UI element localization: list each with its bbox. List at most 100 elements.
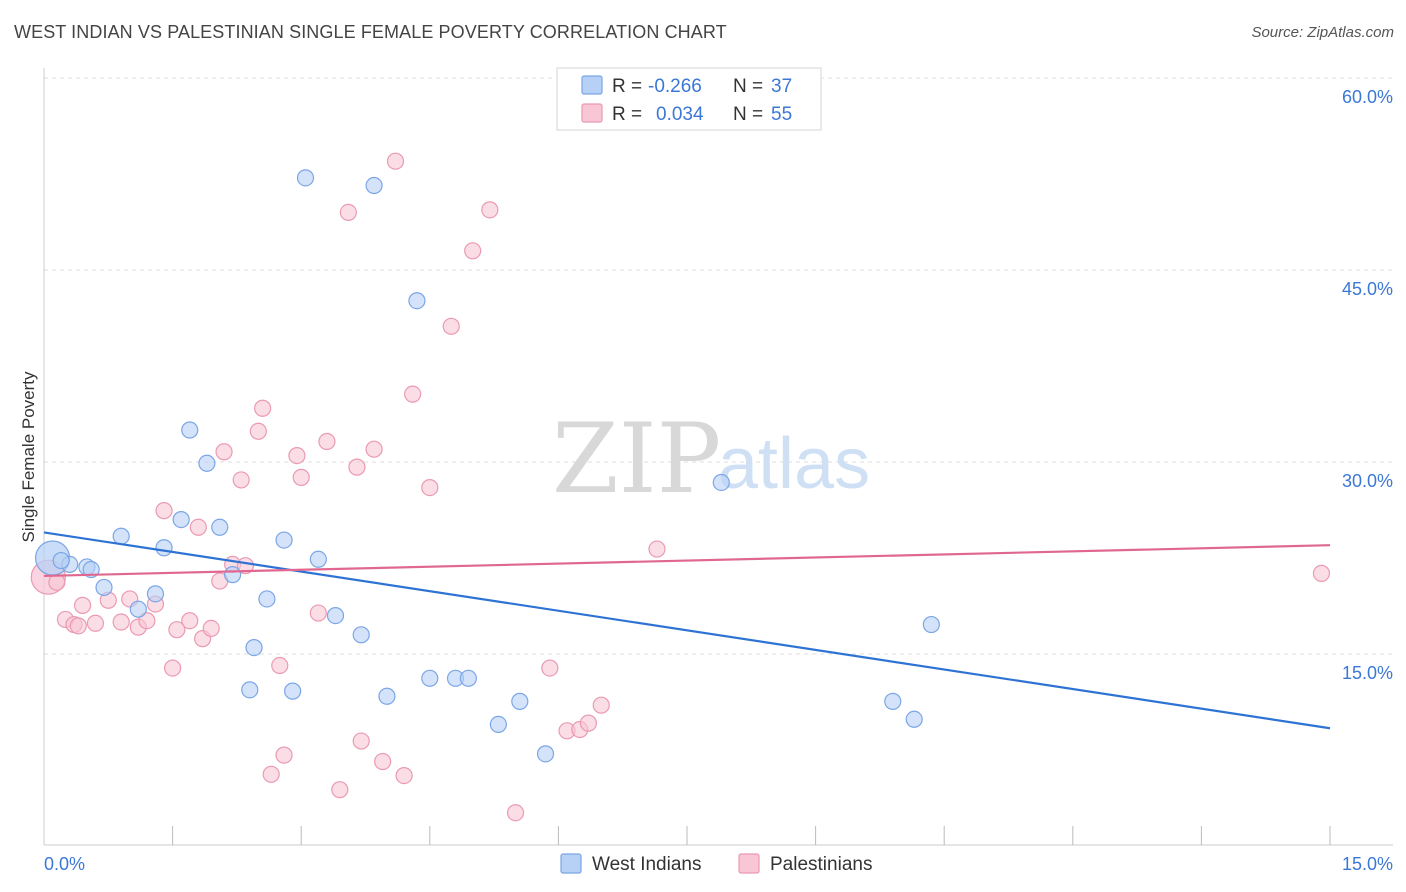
palestinians-point (249, 422, 267, 440)
palestinians-point (202, 619, 220, 638)
palestinians-point (215, 443, 233, 461)
palestinians-point (579, 714, 598, 732)
west-indians-point (309, 550, 327, 568)
west-indians-point (296, 169, 315, 187)
palestinians-point (262, 765, 280, 783)
x-tick-label-max: 15.0% (1342, 854, 1393, 874)
palestinians-point (164, 659, 182, 677)
watermark-atlas: atlas (718, 424, 870, 504)
palestinians-point (189, 518, 207, 536)
y-axis-title: Single Female Poverty (19, 371, 38, 543)
west-indians-trend-line (43, 531, 1331, 730)
watermark: ZIP atlas (552, 403, 870, 515)
west-indians-point (95, 578, 113, 597)
palestinians-point (309, 604, 327, 622)
palestinians-point (464, 242, 482, 260)
west-indians-point (905, 710, 923, 728)
palestinians-point (112, 613, 130, 631)
series-west-indians-points (34, 169, 940, 763)
west-indians-point (112, 527, 130, 545)
west-indians-point (224, 566, 242, 584)
palestinians-point (395, 766, 413, 785)
palestinians-trend-line (43, 544, 1331, 578)
west-indians-point (245, 638, 263, 657)
y-tick-label: 15.0% (1342, 663, 1393, 683)
west-indians-point (489, 715, 507, 734)
west-indians-point (352, 626, 370, 644)
palestinians-point (481, 201, 499, 219)
palestinians-point (648, 540, 666, 558)
west-indians-point (52, 551, 70, 570)
palestinians-point (506, 804, 525, 822)
legend-r-label-pink: R = (612, 104, 642, 125)
palestinians-point (1312, 564, 1331, 582)
palestinians-point (404, 385, 422, 403)
legend-swatch-blue (581, 75, 603, 95)
legend-series-label-palestinians: Palestinians (770, 854, 872, 875)
legend-stats: R = -0.266 N = 37 R = 0.034 N = 55 (556, 67, 822, 131)
legend-r-value-pink: 0.034 (656, 104, 704, 125)
legend-series: West Indians Palestinians (560, 853, 872, 875)
palestinians-point (541, 659, 559, 677)
palestinians-point (331, 781, 349, 799)
west-indians-point (275, 531, 293, 549)
west-indians-point (511, 692, 529, 710)
watermark-zip: ZIP (552, 403, 721, 515)
legend-n-label-blue: N = (733, 76, 763, 97)
palestinians-point (168, 621, 186, 639)
palestinians-point (271, 656, 289, 675)
west-indians-point (884, 692, 902, 710)
x-tick-label-min: 0.0% (44, 854, 85, 874)
west-indians-point (922, 615, 940, 634)
y-tick-label: 30.0% (1342, 471, 1393, 491)
west-indians-point (211, 518, 229, 536)
chart-title: WEST INDIAN VS PALESTINIAN SINGLE FEMALE… (14, 22, 727, 42)
palestinians-point (386, 152, 405, 170)
palestinians-point (181, 612, 199, 630)
palestinians-point (592, 696, 610, 714)
palestinians-point (155, 502, 173, 520)
palestinians-point (374, 752, 392, 771)
west-indians-point (155, 539, 173, 557)
west-indians-point (326, 606, 345, 625)
legend-r-label-blue: R = (612, 76, 642, 97)
west-indians-point (365, 176, 383, 195)
palestinians-point (275, 746, 293, 764)
palestinians-point (73, 596, 92, 614)
palestinians-point (442, 317, 460, 335)
west-indians-point (181, 421, 199, 439)
y-axis-tick-labels: 15.0% 30.0% 45.0% 60.0% (1342, 87, 1393, 683)
y-tick-label: 60.0% (1342, 87, 1393, 107)
west-indians-point (198, 454, 216, 472)
palestinians-point (348, 458, 366, 476)
legend-n-label-pink: N = (733, 104, 763, 125)
palestinians-point (86, 614, 105, 632)
palestinians-point (292, 468, 310, 486)
west-indians-point (421, 669, 439, 687)
legend-r-value-blue: -0.266 (648, 76, 702, 97)
west-indians-point (712, 473, 730, 492)
axes (43, 68, 1393, 846)
palestinians-point (288, 447, 306, 465)
legend-n-value-pink: 55 (771, 104, 792, 125)
west-indians-point (284, 682, 302, 700)
x-axis-ticks (172, 826, 1331, 845)
west-indians-point (459, 669, 477, 687)
palestinians-point (339, 203, 357, 221)
palestinians-point (421, 479, 439, 497)
west-indians-point (536, 745, 555, 763)
legend-swatch-pink (581, 103, 603, 123)
west-indians-point (146, 585, 165, 603)
palestinians-point (318, 432, 336, 451)
legend-series-swatch-palestinians (738, 853, 760, 874)
west-indians-point (258, 590, 276, 608)
palestinians-point (365, 440, 383, 458)
palestinians-point (352, 732, 370, 750)
west-indians-point (82, 560, 100, 579)
west-indians-point (241, 681, 259, 699)
legend-n-value-blue: 37 (771, 76, 792, 97)
palestinians-point (232, 471, 250, 489)
series-palestinians-points (30, 152, 1331, 822)
west-indians-point (172, 510, 190, 529)
